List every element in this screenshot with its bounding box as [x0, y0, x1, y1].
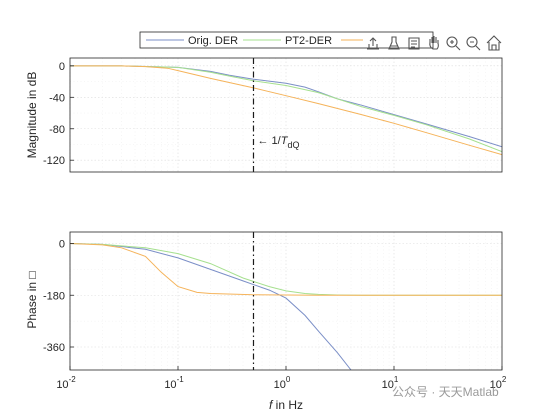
watermark: 公众号 · 天天Matlab	[392, 385, 499, 399]
ytick-label: -180	[43, 290, 65, 302]
phase-lines	[70, 232, 502, 370]
ytick-label: -40	[49, 92, 65, 104]
ytick-label: 0	[59, 239, 65, 251]
legend: Orig. DER PT2-DER	[139, 31, 434, 49]
ytick-label: -360	[43, 342, 65, 354]
series-line-0	[70, 243, 352, 370]
magnitude-yticks: 0 -40 -80 -120	[43, 61, 74, 167]
tdq-label: ← 1/TdQ	[257, 135, 299, 150]
xlabel-var: f	[269, 398, 274, 412]
home-icon[interactable]	[486, 35, 502, 51]
pan-icon[interactable]	[429, 36, 439, 50]
xlabel-rest: in Hz	[272, 398, 303, 412]
magnitude-lines	[70, 58, 502, 172]
series-line-2	[70, 243, 502, 296]
brush-icon[interactable]	[388, 36, 400, 50]
ytick-label: 0	[59, 61, 65, 73]
phase-yticks: 0 -180 -360	[43, 239, 74, 354]
xtick-label: 102	[490, 375, 507, 391]
phase-xlabel: f in Hz	[269, 398, 303, 412]
xtick-label: 100	[274, 375, 291, 391]
magnitude-axes: 0 -40 -80 -120 Magnitude in dB ← 1/TdQ	[25, 57, 503, 173]
series-line-2	[70, 65, 502, 156]
magnitude-ylabel: Magnitude in dB	[25, 72, 39, 159]
phase-ylabel: Phase in □	[25, 271, 39, 328]
series-line-1	[70, 243, 502, 296]
zoom-out-icon[interactable]	[466, 36, 481, 51]
ytick-label: -120	[43, 155, 65, 167]
magnitude-grid	[69, 58, 502, 172]
xtick-label: 10-1	[164, 375, 184, 391]
legend-label-pt2: PT2-DER	[285, 35, 332, 47]
zoom-in-icon[interactable]	[446, 36, 461, 51]
legend-label-orig: Orig. DER	[188, 35, 238, 47]
ytick-label: -80	[49, 124, 65, 136]
export-icon[interactable]	[367, 37, 379, 50]
tdq-annotation: ← 1/TdQ	[257, 135, 299, 150]
xtick-label: 101	[382, 375, 399, 391]
axes-toolbar	[367, 35, 502, 51]
phase-xticks: 10-2 10-1 100 101 102	[56, 366, 507, 391]
datatip-icon[interactable]	[408, 37, 420, 50]
xtick-label: 10-2	[56, 375, 76, 391]
phase-axes: 0 -180 -360 10-2 10-1 100 101 102 Phase in □ f…	[25, 231, 507, 412]
magnitude-frame	[69, 57, 503, 173]
series-line-1	[70, 65, 502, 153]
